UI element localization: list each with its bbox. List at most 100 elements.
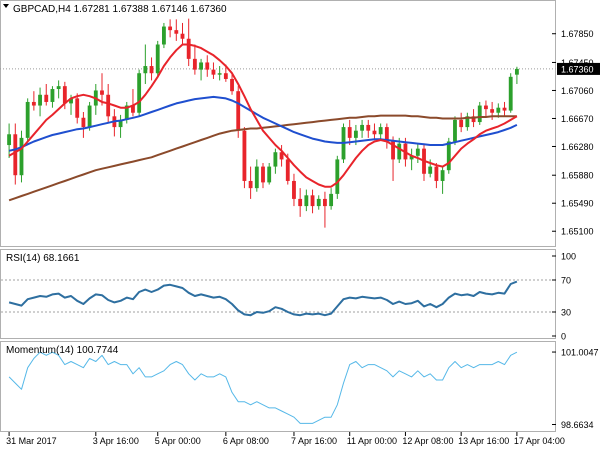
candle-body: [477, 105, 482, 123]
symbol-label: GBPCAD,H4 1.67281 1.67388 1.67146 1.6736…: [13, 4, 227, 15]
candle-body: [279, 152, 284, 160]
price-tick-label: 1.67850: [561, 29, 594, 39]
candle-body: [508, 76, 513, 111]
candle-body: [180, 33, 185, 39]
candle-body: [211, 69, 216, 75]
candle-body: [223, 73, 228, 79]
candle-body: [62, 86, 67, 104]
candle-body: [329, 193, 334, 207]
candle-body: [453, 119, 457, 142]
candle-body: [397, 143, 402, 160]
price-tick-label: 1.67060: [561, 86, 594, 96]
rsi-tick-label: 70: [561, 276, 571, 286]
candle-body: [205, 62, 210, 70]
candle-body: [155, 44, 160, 74]
price-moving-averages: [8, 43, 518, 202]
candle-body: [285, 159, 290, 181]
momentum-label: Momentum(14) 100.7744: [6, 345, 119, 356]
candle-body: [186, 38, 191, 59]
candle-body: [273, 152, 278, 167]
momentum-axis: 101.0047 98.6634: [552, 348, 599, 430]
time-tick-label: 17 Apr 04:00: [514, 436, 565, 446]
candle-body: [161, 26, 166, 45]
candle-body: [415, 148, 420, 156]
price-axis: 1.678501.674501.670601.666701.662801.658…: [552, 29, 600, 237]
time-tick-label: 13 Apr 16:00: [458, 436, 509, 446]
candle-body: [81, 117, 86, 128]
candle-body: [496, 107, 501, 113]
rsi-line: [8, 280, 518, 317]
candle-body: [353, 130, 358, 138]
price-candles: [7, 18, 519, 228]
momentum-line: [8, 351, 518, 424]
candle-body: [323, 198, 327, 207]
candle-body: [50, 89, 55, 102]
momentum-series-line: [8, 351, 518, 424]
price-tick-label: 1.65100: [561, 227, 594, 237]
candle-body: [87, 105, 92, 128]
candle-body: [502, 107, 507, 111]
time-tick-label: 31 Mar 2017: [6, 436, 57, 446]
price-tick-label: 1.66280: [561, 142, 594, 152]
candle-body: [267, 166, 272, 183]
price-tick-label: 1.65880: [561, 171, 594, 181]
candle-body: [7, 134, 12, 146]
candle-body: [471, 116, 476, 123]
candle-body: [56, 86, 61, 90]
time-tick-label: 6 Apr 08:00: [223, 436, 269, 446]
time-tick-label: 7 Apr 16:00: [291, 436, 337, 446]
candle-body: [242, 130, 247, 181]
price-tick-label: 1.65490: [561, 199, 594, 209]
candle-body: [428, 166, 433, 174]
candle-body: [378, 127, 383, 135]
rsi-tick-label: 100: [561, 252, 576, 262]
candle-body: [254, 166, 259, 189]
candle-body: [335, 159, 340, 194]
candle-body: [168, 26, 173, 31]
candle-body: [310, 195, 315, 207]
candle-body: [459, 119, 464, 128]
rsi-series-line: [8, 280, 518, 317]
momentum-tick-label: 101.0047: [561, 348, 599, 358]
candle-body: [100, 90, 104, 95]
candle-body: [360, 124, 365, 131]
candle-body: [192, 58, 197, 70]
candle-body: [409, 155, 414, 160]
candle-body: [292, 180, 296, 199]
rsi-panel-frame: [0, 249, 556, 339]
candle-body: [298, 198, 303, 207]
candle-body: [38, 94, 42, 106]
momentum-panel-frame: [0, 341, 556, 432]
rsi-label: RSI(14) 68.1661: [6, 253, 80, 264]
candle-body: [31, 101, 36, 106]
candle-body: [143, 66, 148, 74]
price-tick-label: 1.66670: [561, 114, 594, 124]
candle-body: [440, 170, 445, 181]
candle-body: [137, 73, 142, 113]
current-price-tag: [557, 62, 600, 75]
dropdown-triangle-icon[interactable]: [3, 4, 9, 8]
candle-body: [514, 68, 519, 75]
candle-body: [316, 198, 321, 207]
candle-body: [199, 62, 203, 70]
candle-body: [19, 137, 24, 176]
rsi-axis: 100 70 30 0: [552, 252, 576, 342]
candle-body: [484, 105, 488, 110]
candle-body: [366, 124, 371, 131]
candle-body: [13, 134, 18, 176]
candle-body: [490, 109, 495, 113]
candle-body: [261, 166, 265, 183]
candle-body: [25, 101, 30, 138]
momentum-tick-label: 98.6634: [561, 420, 594, 430]
sma-slow-line: [8, 114, 517, 202]
time-tick-label: 11 Apr 00:00: [347, 436, 397, 446]
candle-body: [248, 180, 253, 189]
time-tick-label: 5 Apr 00:00: [155, 436, 201, 446]
time-axis: 31 Mar 2017 3 Apr 16:00 5 Apr 00:00 6 Apr 0…: [6, 432, 565, 446]
candle-body: [236, 91, 241, 131]
candle-body: [446, 141, 451, 171]
candle-body: [230, 78, 234, 92]
candle-body: [149, 66, 154, 74]
candle-body: [384, 127, 389, 142]
